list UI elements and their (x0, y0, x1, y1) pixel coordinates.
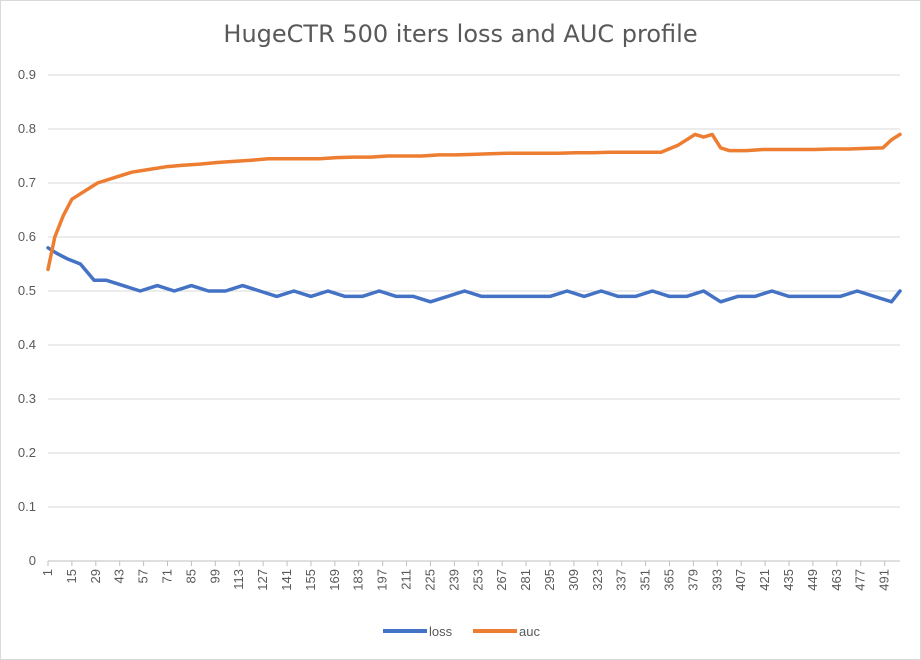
x-tick-label: 57 (136, 569, 151, 583)
x-tick-label: 393 (709, 569, 724, 591)
x-tick-label: 211 (399, 569, 414, 590)
x-tick-label: 85 (183, 569, 198, 583)
legend-label-loss: loss (429, 624, 453, 639)
x-tick-label: 421 (757, 569, 772, 591)
y-tick-label: 0.1 (18, 499, 36, 514)
x-tick-label: 267 (494, 569, 509, 591)
x-tick-label: 155 (303, 569, 318, 591)
x-tick-label: 197 (375, 569, 390, 591)
x-tick-label: 183 (351, 569, 366, 591)
y-tick-label: 0.2 (18, 445, 36, 460)
x-tick-label: 337 (614, 569, 629, 591)
y-tick-label: 0.7 (18, 175, 36, 190)
x-tick-label: 169 (327, 569, 342, 591)
x-tick-label: 449 (805, 569, 820, 591)
x-tick-label: 43 (112, 569, 127, 583)
y-tick-label: 0 (29, 553, 36, 568)
x-tick-label: 407 (733, 569, 748, 591)
series-lines (46, 132, 902, 304)
x-tick-label: 225 (422, 569, 437, 591)
x-tick-label: 253 (470, 569, 485, 591)
x-tick-label: 323 (590, 569, 605, 591)
x-tick-label: 463 (829, 569, 844, 591)
x-tick-label: 113 (231, 569, 246, 590)
series-line-auc (46, 132, 902, 272)
series-line-loss (46, 246, 902, 304)
y-tick-label: 0.4 (18, 337, 36, 352)
gridlines (48, 74, 900, 562)
x-tick-label: 29 (88, 569, 103, 583)
x-tick-label: 491 (877, 569, 892, 591)
x-tick-label: 309 (566, 569, 581, 591)
x-tick-label: 99 (207, 569, 222, 583)
x-tick-label: 141 (279, 569, 294, 591)
x-tick-label: 379 (685, 569, 700, 591)
y-tick-label: 0.5 (18, 283, 36, 298)
x-tick-label: 1 (40, 569, 55, 576)
x-tick-label: 15 (64, 569, 79, 583)
x-axis: 1 15 29 43 57 71 85 99 113 127 141 155 169 183 197 211 2… (40, 561, 892, 591)
x-tick-label: 71 (160, 569, 175, 583)
x-tick-label: 365 (661, 569, 676, 591)
x-tick-label: 435 (781, 569, 796, 591)
x-tick-label: 239 (446, 569, 461, 591)
y-axis: 0 0.1 0.2 0.3 0.4 0.5 0.6 0.7 0.8 0.9 (18, 67, 36, 568)
legend: loss auc (383, 624, 540, 639)
y-tick-label: 0.9 (18, 67, 36, 82)
legend-label-auc: auc (519, 624, 540, 639)
y-tick-label: 0.8 (18, 121, 36, 136)
y-tick-label: 0.3 (18, 391, 36, 406)
y-tick-label: 0.6 (18, 229, 36, 244)
x-tick-label: 477 (853, 569, 868, 591)
chart-title: HugeCTR 500 iters loss and AUC profile (223, 20, 698, 48)
x-tick-label: 351 (638, 569, 653, 591)
x-tick-label: 281 (518, 569, 533, 591)
x-tick-label: 295 (542, 569, 557, 591)
x-tick-label: 127 (255, 569, 270, 591)
